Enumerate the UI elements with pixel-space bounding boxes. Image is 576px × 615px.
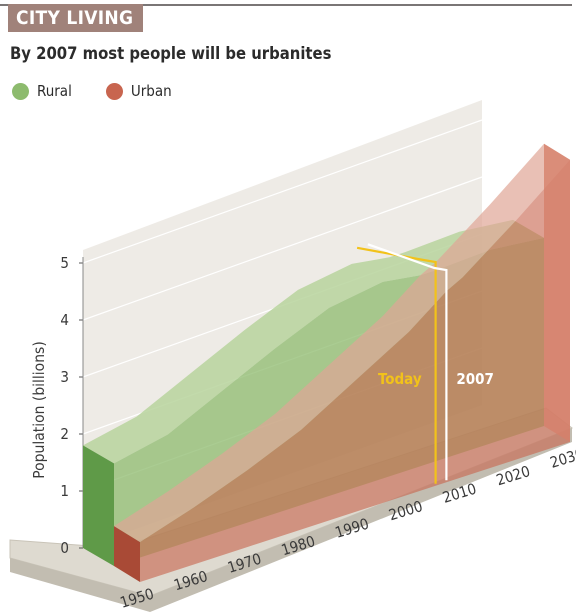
- chart-legend: Rural Urban: [12, 82, 206, 100]
- urban-area-end: [544, 143, 570, 443]
- annotation-label-today: Today: [378, 370, 422, 388]
- rural-area-top: [83, 219, 544, 464]
- gridline-5: [82, 119, 483, 264]
- y-tick-label-2: 2: [60, 425, 69, 443]
- urban-area-side: [114, 526, 140, 582]
- urban-area-top: [114, 143, 570, 543]
- legend-swatch-urban: [105, 82, 123, 100]
- annotation-marker-2007: [367, 243, 448, 481]
- legend-item-rural: Rural: [12, 82, 72, 100]
- legend-item-urban: Urban: [105, 82, 172, 100]
- y-tick-label-4: 4: [60, 311, 69, 329]
- legend-label-urban: Urban: [130, 82, 172, 100]
- chart-subtitle: By 2007 most people will be urbanites: [10, 44, 332, 63]
- urban-area-front: [140, 159, 570, 583]
- y-tick-label-3: 3: [60, 368, 69, 386]
- header-rule: [0, 4, 572, 6]
- legend-label-rural: Rural: [37, 82, 72, 100]
- y-tick-label-1: 1: [60, 482, 69, 500]
- gridline-4: [82, 176, 483, 321]
- y-tick-label-0: 0: [60, 539, 69, 557]
- y-axis-label: Population (billions): [30, 341, 48, 479]
- legend-swatch-rural: [12, 82, 29, 100]
- chart-header: CITY LIVING: [8, 4, 144, 32]
- y-tick-label-5: 5: [60, 254, 69, 272]
- rural-area-side: [83, 445, 114, 566]
- annotation-label-2007: 2007: [456, 370, 494, 388]
- annotation-marker-today: [356, 246, 437, 484]
